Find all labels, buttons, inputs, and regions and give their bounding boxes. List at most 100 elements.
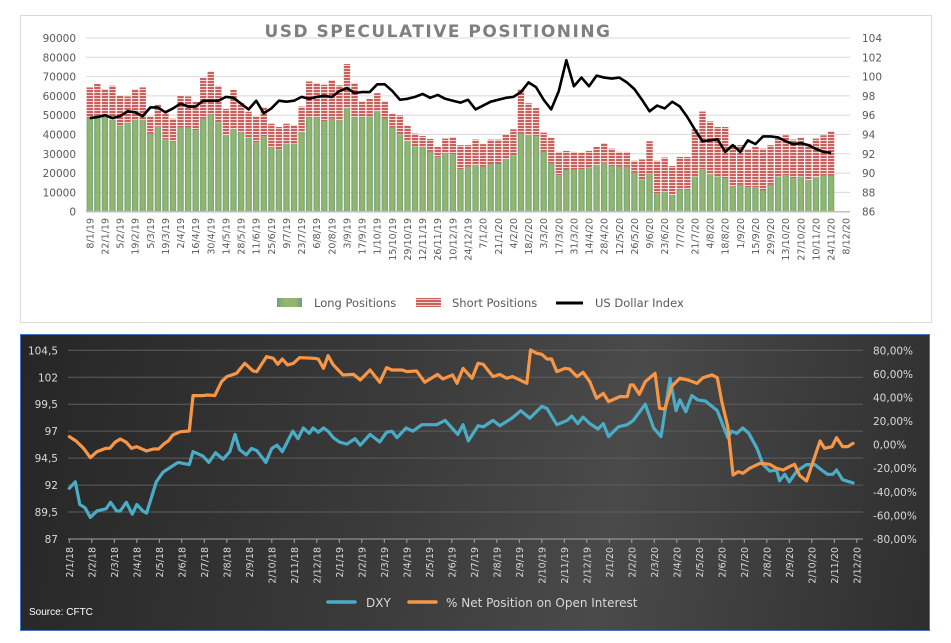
long-position-bar [237, 132, 245, 212]
short-position-bar [313, 82, 320, 118]
long-position-bar [328, 118, 336, 212]
y-right-tick-label: 94 [862, 130, 876, 142]
x-tick-label: 10/11/20 [811, 218, 822, 261]
y-right-tick-label: 102 [862, 52, 882, 64]
long-position-bar [593, 164, 600, 212]
long-position-bar [343, 107, 351, 212]
x-tick-label: 2/4/20 [672, 547, 683, 578]
long-position-bar [366, 116, 373, 212]
legend: Long Positions Short Positions US Dollar… [277, 296, 684, 310]
y-right-tick-label: 98 [862, 91, 875, 103]
x-tick-label: 26/5/20 [630, 218, 641, 255]
y-right-tick-label: 0,00% [873, 440, 906, 452]
long-position-bar [729, 186, 736, 212]
short-position-bar [116, 95, 124, 126]
y-left-tick-label: 102 [38, 372, 58, 384]
y-right-tick-label: 80,00% [873, 345, 913, 357]
short-position-bar [812, 138, 820, 178]
long-position-bar [313, 117, 320, 212]
long-position-bar [472, 164, 479, 212]
long-position-bar [563, 170, 570, 212]
long-position-bar [722, 178, 729, 212]
x-tick-label: 20/8/19 [327, 218, 338, 255]
long-position-bar [548, 163, 555, 212]
long-position-bar [759, 190, 767, 212]
long-position-bar [260, 136, 267, 212]
long-position-bar [434, 156, 441, 212]
long-position-bar [94, 117, 101, 212]
legend-swatch-short [416, 298, 441, 307]
long-position-bar [774, 176, 782, 212]
short-position-bar [820, 135, 827, 176]
short-position-bar [646, 141, 653, 174]
long-position-bar [404, 141, 411, 212]
short-position-bar [593, 146, 600, 165]
short-position-bar [86, 87, 93, 119]
long-position-bar [608, 165, 615, 212]
short-position-bar [737, 145, 744, 185]
long-position-bar [737, 184, 744, 212]
x-tick-label: 2/9/19 [515, 547, 526, 578]
short-position-bar [154, 104, 162, 127]
short-position-bar [495, 139, 502, 165]
short-position-bar [109, 85, 116, 120]
long-position-bar [585, 167, 593, 212]
short-position-bar [389, 113, 396, 128]
long-position-bar [169, 141, 177, 212]
short-position-bar [374, 93, 381, 112]
long-position-bar [389, 127, 396, 212]
long-position-bar [525, 135, 532, 212]
short-position-bar [487, 139, 494, 165]
short-position-bar [600, 142, 608, 163]
short-position-bar [298, 106, 305, 132]
x-tick-label: 8/12/20 [842, 218, 853, 255]
short-position-bar [684, 156, 691, 190]
legend-swatch-long [277, 298, 302, 307]
short-position-bar [147, 116, 154, 134]
x-tick-label: 30/4/19 [206, 218, 217, 255]
short-position-bar [752, 146, 759, 188]
x-tick-label: 4/2/20 [509, 218, 520, 249]
short-position-bar [351, 82, 358, 118]
x-tick-label: 2/3/20 [650, 547, 661, 578]
short-position-bar [434, 146, 441, 157]
y-left-tick-label: 80000 [43, 52, 76, 64]
short-position-bar [578, 152, 585, 170]
long-position-bar [752, 187, 759, 212]
x-tick-label: 13/10/20 [781, 218, 792, 261]
short-position-bar [162, 113, 169, 139]
long-position-bar [812, 177, 820, 212]
short-position-bar [479, 144, 487, 167]
short-position-bar [797, 137, 805, 177]
long-position-bar [192, 130, 199, 212]
y-right-tick-label: 104 [862, 33, 882, 45]
y-left-tick-label: 10000 [43, 187, 76, 199]
x-tick-label: 18/2/20 [524, 218, 535, 255]
x-tick-label: 2/5/18 [155, 547, 166, 578]
long-position-bar [139, 119, 146, 212]
x-tick-label: 21/1/20 [494, 218, 505, 255]
x-tick-label: 12/11/19 [418, 218, 429, 261]
short-position-bar [222, 108, 230, 136]
y-left-tick-label: 30000 [43, 149, 76, 161]
long-position-bar [714, 176, 721, 212]
y-right-tick-label: 20,00% [873, 416, 913, 428]
y-right-tick-label: 86 [862, 207, 876, 219]
long-position-bar [131, 119, 139, 212]
short-position-bar [805, 143, 812, 180]
long-position-bar [517, 133, 525, 212]
x-tick-label: 7/7/20 [675, 218, 686, 249]
x-tick-label: 2/2/20 [627, 547, 638, 578]
x-tick-label: 24/11/20 [827, 218, 838, 261]
short-position-bar [328, 80, 336, 119]
x-tick-label: 2/2/18 [87, 547, 98, 578]
x-tick-label: 29/10/19 [403, 218, 414, 261]
y-right-tick-label: 40,00% [873, 392, 913, 404]
x-tick-label: 2/4/19 [402, 547, 413, 578]
x-tick-label: 2/4/18 [132, 547, 143, 578]
long-position-bar [162, 138, 169, 212]
short-position-bar [449, 137, 457, 155]
long-position-bar [661, 191, 668, 212]
x-tick-label: 14/5/19 [221, 218, 232, 255]
